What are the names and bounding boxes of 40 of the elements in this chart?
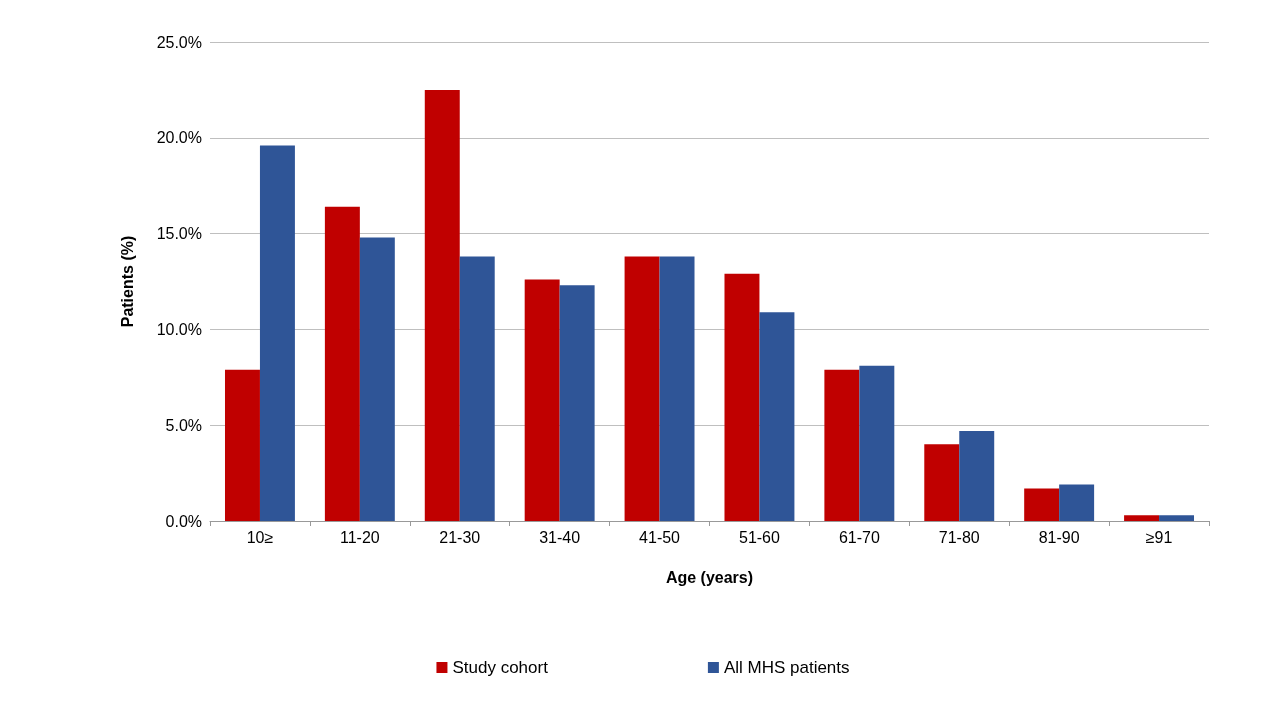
x-tick-label: 61-70 (838, 528, 880, 546)
y-tick-label: 10.0% (156, 320, 202, 338)
x-tick-label: 51-60 (738, 528, 781, 546)
x-axis-title: Age (years) (665, 568, 754, 586)
bar (824, 369, 860, 521)
y-axis-title: Patients (%) (118, 235, 136, 328)
bar (524, 279, 560, 521)
x-tick-label: ≥91 (1145, 528, 1173, 546)
bar (324, 206, 360, 521)
bar (1159, 515, 1195, 521)
bar (424, 89, 460, 521)
x-tick-label: 81-90 (1038, 528, 1080, 546)
x-tick-label: 41-50 (639, 528, 681, 546)
bar (224, 369, 260, 521)
x-tick-label: 11-20 (339, 528, 380, 546)
bar (1124, 515, 1160, 521)
legend-label: All MHS patients (723, 658, 850, 677)
bar (859, 365, 895, 521)
y-tick-label: 20.0% (156, 129, 202, 147)
bar (624, 256, 660, 521)
bar (259, 145, 295, 521)
y-tick-label: 25.0% (156, 33, 202, 51)
bar (359, 237, 395, 521)
x-tick-label: 10≥ (246, 528, 274, 546)
y-tick-label: 0.0% (165, 512, 202, 530)
y-tick-label: 15.0% (156, 225, 202, 243)
bar (459, 256, 495, 521)
bar (559, 285, 595, 521)
x-tick-label: 71-80 (938, 528, 980, 546)
bar (1024, 488, 1060, 521)
y-tick-label: 5.0% (165, 416, 202, 434)
bar (659, 256, 695, 521)
legend-label: Study cohort (452, 658, 549, 677)
bar (959, 430, 995, 521)
bar (724, 273, 760, 521)
bar (1059, 484, 1095, 521)
bar (924, 444, 960, 521)
x-tick-label: 21-30 (439, 528, 481, 546)
bar (759, 312, 795, 521)
x-tick-label: 31-40 (539, 528, 581, 546)
